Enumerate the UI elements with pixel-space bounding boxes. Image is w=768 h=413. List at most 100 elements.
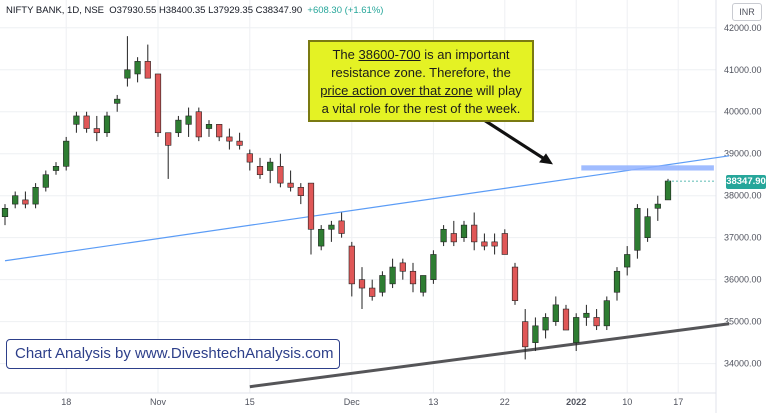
candle bbox=[511, 262, 519, 305]
arrow-shaft bbox=[483, 118, 546, 161]
candle bbox=[501, 229, 508, 255]
candle bbox=[307, 182, 315, 255]
candle bbox=[297, 183, 304, 205]
candle bbox=[114, 94, 121, 112]
candle bbox=[613, 267, 621, 301]
candle bbox=[562, 304, 570, 331]
candle bbox=[256, 157, 264, 179]
candle bbox=[481, 233, 488, 251]
candle bbox=[420, 275, 427, 297]
candle bbox=[593, 309, 600, 331]
watermark-banner: Chart Analysis by www.DiveshtechAnalysis… bbox=[6, 339, 340, 369]
callout-text-3: will play a vital role for the rest of t… bbox=[321, 83, 522, 116]
candle bbox=[205, 120, 213, 137]
ohlc-values: O37930.55 H38400.35 L37929.35 C38347.90 bbox=[109, 5, 303, 16]
support-trendline-dark bbox=[249, 322, 730, 389]
candle bbox=[573, 313, 580, 352]
candle bbox=[328, 220, 335, 242]
y-tick-label: 40000.00 bbox=[724, 107, 762, 117]
x-tick-label: 22 bbox=[500, 397, 510, 407]
change-value: +608.30 (+1.61%) bbox=[307, 5, 384, 16]
candle bbox=[358, 267, 366, 310]
candle bbox=[460, 220, 468, 242]
x-tick-label: 13 bbox=[428, 397, 438, 407]
candle bbox=[348, 241, 355, 297]
candle bbox=[134, 57, 141, 83]
candle bbox=[175, 115, 182, 137]
candle bbox=[73, 111, 80, 133]
candle bbox=[532, 317, 539, 352]
candle bbox=[409, 262, 417, 293]
x-tick-label: 17 bbox=[673, 397, 683, 407]
y-tick-label: 41000.00 bbox=[724, 65, 762, 75]
candle bbox=[12, 191, 19, 209]
candle bbox=[124, 36, 131, 87]
y-tick-label: 37000.00 bbox=[724, 233, 762, 243]
candle bbox=[624, 246, 631, 276]
candle bbox=[654, 195, 661, 221]
resistance-zone bbox=[581, 165, 714, 171]
candle bbox=[22, 191, 29, 209]
candle bbox=[399, 258, 406, 280]
annotation-callout: The 38600-700 is an important resistance… bbox=[308, 40, 534, 122]
x-tick-label: 10 bbox=[622, 397, 632, 407]
callout-text-2: is an important resistance zone. Therefo… bbox=[331, 47, 511, 80]
candle bbox=[644, 208, 651, 242]
x-tick-label: 18 bbox=[61, 397, 71, 407]
arrow-head bbox=[539, 153, 553, 165]
candle bbox=[32, 183, 39, 209]
candle bbox=[542, 313, 549, 339]
candle bbox=[267, 157, 274, 184]
candle bbox=[379, 271, 386, 297]
y-tick-label: 36000.00 bbox=[724, 275, 762, 285]
candle bbox=[1, 204, 9, 226]
candle bbox=[154, 73, 162, 137]
candle bbox=[165, 132, 172, 179]
candle bbox=[369, 279, 376, 301]
x-tick-label: 15 bbox=[245, 397, 255, 407]
x-tick-label: Dec bbox=[344, 397, 361, 407]
candle bbox=[603, 296, 610, 331]
y-tick-label: 42000.00 bbox=[724, 23, 762, 33]
candle bbox=[63, 136, 70, 171]
x-tick-label: 2022 bbox=[566, 397, 586, 407]
candle bbox=[52, 162, 60, 175]
candle bbox=[246, 149, 253, 171]
candle bbox=[83, 111, 90, 133]
y-tick-label: 38000.00 bbox=[724, 191, 762, 201]
candle bbox=[430, 250, 437, 284]
last-price-tag: 38347.90 bbox=[726, 175, 766, 189]
candle bbox=[634, 204, 641, 259]
candle bbox=[471, 212, 478, 251]
candle bbox=[277, 153, 284, 188]
currency-button[interactable]: INR bbox=[732, 3, 762, 21]
candle bbox=[318, 225, 325, 251]
y-tick-label: 39000.00 bbox=[724, 149, 762, 159]
candle bbox=[103, 111, 111, 137]
y-tick-label: 34000.00 bbox=[724, 359, 762, 369]
rising-trendline-blue bbox=[4, 155, 730, 262]
candle bbox=[338, 212, 345, 238]
callout-underline-1: 38600-700 bbox=[358, 47, 421, 62]
candle bbox=[185, 107, 192, 137]
candle bbox=[216, 124, 223, 142]
candle bbox=[236, 132, 243, 150]
candle bbox=[491, 233, 498, 255]
candle bbox=[522, 309, 529, 360]
callout-text-1: The bbox=[332, 47, 359, 62]
chart-header: NIFTY BANK, 1D, NSE O37930.55 H38400.35 … bbox=[6, 5, 383, 16]
candle bbox=[389, 258, 396, 289]
x-tick-label: Nov bbox=[150, 397, 167, 407]
candle bbox=[226, 128, 233, 150]
candle bbox=[664, 178, 672, 201]
candle bbox=[195, 107, 202, 142]
callout-underline-2: price action over that zone bbox=[320, 83, 473, 98]
candle bbox=[287, 170, 294, 192]
symbol-label: NIFTY BANK, 1D, NSE bbox=[6, 5, 105, 16]
candle bbox=[42, 170, 49, 192]
candle bbox=[144, 44, 151, 79]
y-tick-label: 35000.00 bbox=[724, 317, 762, 327]
candle bbox=[93, 115, 100, 142]
candle bbox=[552, 296, 559, 326]
